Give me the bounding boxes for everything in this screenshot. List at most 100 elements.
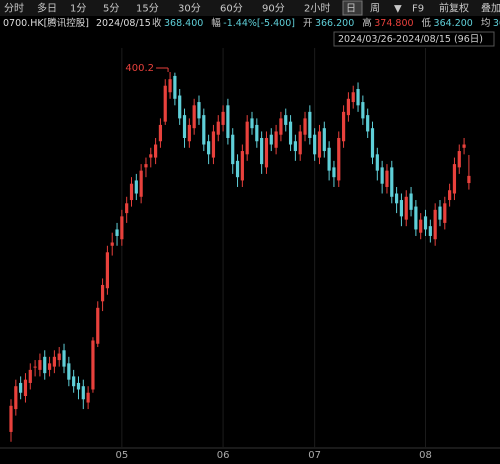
candle-body [356,88,360,106]
candle-body [428,226,432,236]
candle-body [100,284,105,302]
tool-button[interactable]: 30分 [178,3,201,15]
candle-body [202,115,206,145]
candle-body [235,160,240,178]
candle-body [72,376,76,387]
candle-body [110,242,114,246]
x-tick-label: 08 [419,450,432,461]
candle-body [120,216,124,240]
candle-body [144,164,148,168]
candle-body [57,353,61,361]
candle-body [129,183,134,201]
candle-body [423,216,428,230]
candle-body [390,167,394,197]
candle-body [313,134,317,155]
plot: 05 06 07 08 400.2 [9,48,471,461]
tool-button[interactable]: 2小时 [304,3,330,15]
candle-body [231,134,235,165]
tool-button[interactable]: F9 [412,4,424,15]
field-value: 364.200 [434,18,473,29]
candle-body [33,366,37,368]
field-label: 收 [152,17,162,29]
candle-body [154,144,158,158]
field-value: -1.44%[-5.400] [223,18,295,29]
x-tick-label: 06 [217,450,230,461]
tool-button[interactable]: 周 [370,3,380,15]
candle-body [62,350,66,367]
tool-button[interactable]: 60分 [220,3,243,15]
tool-button[interactable]: 多日 [37,2,57,15]
tool-button[interactable]: 日 [346,4,356,15]
symbol: 0700.HK[腾讯控股] [3,17,89,29]
range-box [333,31,495,47]
candle-body [260,137,264,165]
candle-body [332,167,336,178]
candle-body [274,131,278,148]
annotation: 400.2 [125,63,154,74]
candle-body [47,363,52,370]
candle-body [443,203,447,223]
candle-body [250,118,254,129]
candle-body [264,137,269,168]
candle-body [366,115,370,132]
field-value: 368.400 [164,18,203,29]
tool-button[interactable]: ▼ [394,4,402,15]
candle-body [385,170,389,187]
candle-body [284,115,288,125]
tool-button[interactable]: 15分 [136,3,159,15]
candle-body [351,92,355,103]
candle-body [197,102,201,119]
candle-body [221,111,225,125]
x-tick-label: 07 [308,450,321,461]
field-label: 低 [422,17,432,29]
candle-body [293,141,297,152]
candle-body [279,118,283,135]
candle-body [245,121,249,155]
candle-body [115,229,119,236]
field-value: 374.800 [374,18,413,29]
candle-body [457,151,461,168]
candle-body [28,369,32,383]
field-label: 均 [481,17,491,29]
candle-body [168,79,172,93]
candle-body [269,134,273,145]
tool-button[interactable]: 分时 [4,3,24,15]
candle-body [317,131,322,158]
candle-body [139,170,143,197]
tool-button[interactable]: 叠加 [481,3,500,15]
candle-body [308,111,312,138]
quote-row: 0700.HK[腾讯控股] 2024/08/15 收 368.400 幅 -1.44%[-… [3,17,500,29]
candle-body [448,190,452,201]
candle-body [105,252,109,289]
candle-body [419,219,423,233]
field-label: 幅 [211,17,221,29]
candle-body [380,167,384,184]
candle-body [207,141,211,155]
candle-body [38,360,42,370]
tool-button[interactable]: 90分 [262,3,285,15]
candle-body [361,102,365,119]
candle-body [216,121,220,135]
candle-body [462,144,466,148]
candle-body [255,124,259,142]
candle-body [404,196,408,220]
toolbar-bg [0,0,500,16]
candle-body [187,124,191,142]
candle-body [67,363,71,380]
x-tick-label: 05 [115,450,128,461]
candle-body [370,128,375,158]
tool-button[interactable]: 1分 [70,3,86,15]
tool-button[interactable]: 5分 [103,3,119,15]
field-label: 高 [362,17,372,29]
candle-body [341,111,346,142]
candle-body [163,85,167,122]
candle-body [467,175,471,184]
candle-body [322,128,326,152]
candle-body [288,121,293,145]
range-label: 2024/03/26-2024/08/15 (96日) [338,34,483,45]
candle-body [173,75,177,99]
tool-button[interactable]: 前复权 [439,2,469,15]
